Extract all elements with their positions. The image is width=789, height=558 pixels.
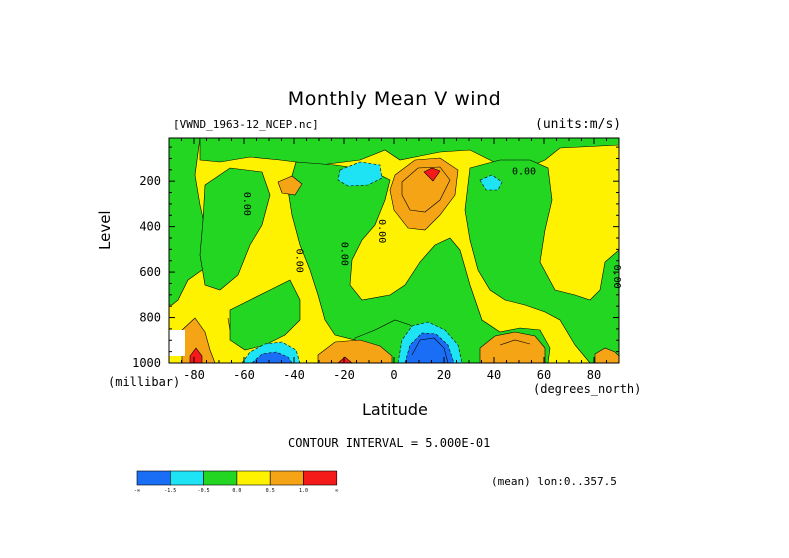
x-tick-label: -80: [183, 368, 205, 382]
y-tick-label: 400: [139, 220, 161, 234]
plot-area: [169, 138, 619, 363]
contour-label: 0.00: [611, 265, 622, 289]
y-axis-units: (millibar): [108, 375, 181, 389]
colorbar-swatch: [170, 470, 204, 486]
x-axis-label: Latitude: [362, 400, 428, 419]
x-tick-label: 20: [437, 368, 451, 382]
field-red-sw: [189, 347, 203, 363]
field-orange-s2: [479, 331, 546, 363]
colorbar-tick-label: 0.0: [232, 488, 241, 494]
mean-label: (mean) lon:0..357.5: [491, 475, 617, 488]
field-orange-north: [389, 157, 459, 231]
field-orange-sw: [181, 317, 216, 363]
field-red-s: [337, 356, 353, 363]
colorbar-swatch: [136, 470, 171, 486]
field-orange-s1: [317, 339, 393, 363]
contour-label: 0.00: [294, 249, 305, 273]
y-tick-label: 600: [139, 265, 161, 279]
colorbar-tick-label: 0.5: [266, 488, 275, 494]
field-green-sw: [229, 279, 301, 351]
y-tick-label: 1000: [132, 356, 161, 370]
contour-lines: [227, 166, 531, 363]
colorbar-swatch: [269, 470, 304, 486]
x-tick-label: 60: [537, 368, 551, 382]
x-tick-label: -20: [333, 368, 355, 382]
field-cyan-north: [337, 161, 383, 187]
colorbar-swatch: [203, 470, 238, 486]
contour-interval-label: CONTOUR INTERVAL = 5.000E-01: [288, 436, 491, 450]
field-cyan-east: [479, 174, 503, 191]
colorbar-tick-label: -1.5: [164, 488, 176, 494]
field-missing: [169, 330, 185, 356]
colorbar-swatch: [303, 470, 338, 486]
chart-title: Monthly Mean V wind: [287, 88, 502, 110]
y-tick-label: 200: [139, 174, 161, 188]
x-tick-label: 0: [390, 368, 397, 382]
field-red-north: [423, 167, 441, 182]
colorbar-tick-label: -∞: [134, 488, 140, 494]
contour-label: 0.00: [339, 242, 350, 266]
field-orange-s3: [594, 347, 619, 363]
dataset-label: [VWND_1963-12_NCEP.nc]: [173, 118, 319, 131]
contour-label: 0.00: [512, 166, 536, 177]
x-tick-label: -40: [283, 368, 305, 382]
x-tick-label: -60: [233, 368, 255, 382]
contour-label-layer: 0.00 0.00 0.00 0.00 0.00 0.00: [241, 166, 622, 288]
x-tick-label: 40: [487, 368, 501, 382]
colorbar: -∞ -1.5 -0.5 0.0 0.5 1.0 ∞: [134, 470, 338, 494]
units-label: (units:m/s): [535, 117, 622, 132]
axis-layer: -80 -60 -40 -20 0 20 40 60 80 200 400 600 800 1000: [132, 138, 620, 382]
x-axis-units: (degrees_north): [533, 382, 642, 396]
contour-label: 0.00: [376, 219, 387, 243]
colorbar-tick-label: ∞: [335, 488, 338, 494]
field-green-center: [287, 161, 551, 363]
field-green-east: [464, 159, 619, 363]
field-orange-west: [277, 175, 303, 196]
colorbar-swatch: [236, 470, 271, 486]
contour-label: 0.00: [241, 192, 252, 216]
colorbar-tick-label: 1.0: [299, 488, 308, 494]
y-tick-label: 800: [139, 311, 161, 325]
colorbar-tick-label: -0.5: [198, 488, 210, 494]
x-tick-label: 80: [587, 368, 601, 382]
field-blue-s2: [404, 332, 455, 363]
field-green-west: [199, 167, 271, 291]
